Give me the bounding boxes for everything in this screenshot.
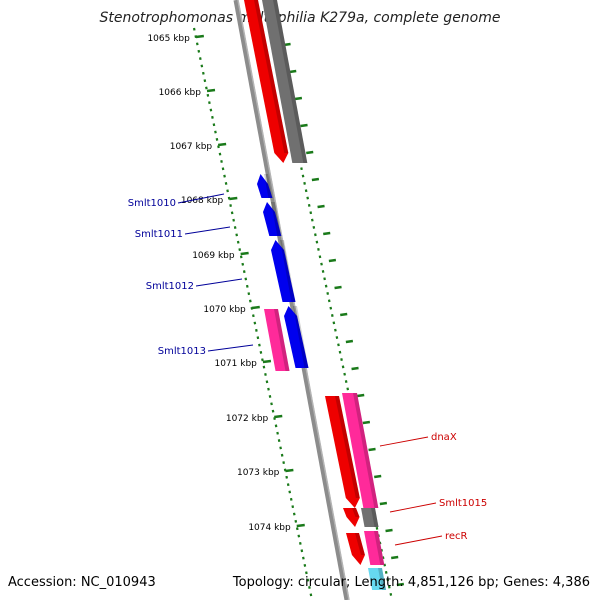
gene-pink-right[interactable] <box>342 393 379 508</box>
gene-cyan-shade <box>378 568 387 590</box>
gene-label-smlt1013[interactable]: Smlt1013 <box>158 346 206 357</box>
gene-grey-small[interactable] <box>361 508 379 527</box>
ruler-tick-major <box>296 523 305 528</box>
ruler-label-1071: 1071 kbp <box>214 359 257 369</box>
gene-red-small[interactable] <box>343 508 360 527</box>
ruler-ticks <box>195 34 405 587</box>
gene-dnax-shade <box>335 396 360 498</box>
gene-grey-top[interactable] <box>262 0 308 163</box>
gene-pink-right-shade <box>353 393 379 508</box>
ruler-tick-minor <box>334 285 342 290</box>
leader-line-left <box>207 344 254 352</box>
gene-label-smlt1011[interactable]: Smlt1011 <box>135 229 183 240</box>
ruler-tick-major <box>285 468 294 473</box>
ruler-tick-minor <box>396 582 405 587</box>
gene-label-smlt1015[interactable]: Smlt1015 <box>439 498 487 509</box>
gene-labels: Smlt1010 Smlt1011 Smlt1012 Smlt1013 dnaX… <box>128 198 488 542</box>
ruler-tick-minor <box>300 123 308 128</box>
ruler-tick-minor <box>294 96 303 101</box>
ruler-tick-minor <box>391 555 399 560</box>
gene-label-dnax[interactable]: dnaX <box>431 432 457 443</box>
ruler-tick-minor <box>289 69 297 74</box>
gene-smlt1013-shade <box>293 306 309 368</box>
gene-label-smlt1010[interactable]: Smlt1010 <box>128 198 176 209</box>
leader-line-right <box>389 502 437 513</box>
gene-smlt1010[interactable] <box>257 174 273 198</box>
ruler-label-1072: 1072 kbp <box>226 414 269 424</box>
leader-line-right <box>379 436 429 447</box>
ruler-label-1070: 1070 kbp <box>203 305 246 315</box>
ruler-tick-minor <box>379 501 388 506</box>
ruler-labels: 1065 kbp 1066 kbp 1067 kbp 1068 kbp 1069… <box>147 34 291 533</box>
ruler-tick-minor <box>311 177 320 182</box>
ruler-label-1068: 1068 kbp <box>181 196 224 206</box>
gene-pink-small[interactable] <box>364 531 385 565</box>
ruler-label-1067: 1067 kbp <box>170 142 213 152</box>
ruler-tick-major <box>251 305 260 310</box>
ruler-tick-minor <box>340 312 348 317</box>
ruler-tick-major <box>195 34 205 39</box>
ruler-label-1073: 1073 kbp <box>237 468 280 478</box>
gene-smlt1012-shade <box>280 240 296 302</box>
gene-smlt1011[interactable] <box>263 202 282 236</box>
gene-recr-shade <box>355 533 365 555</box>
map-title: Stenotrophomonas maltophilia K279a, comp… <box>99 10 501 26</box>
leader-line-left <box>184 226 231 235</box>
gene-smlt1013[interactable] <box>284 306 309 368</box>
gene-smlt1012[interactable] <box>271 240 296 302</box>
gene-label-recr[interactable]: recR <box>445 531 468 542</box>
ruler-tick-minor <box>317 204 325 209</box>
gene-dnax[interactable] <box>325 396 360 508</box>
topology-text: Topology: circular; Length: 4,851,126 bp… <box>232 575 590 590</box>
gene-grey-top-shade <box>273 0 308 163</box>
gene-cyan[interactable] <box>368 568 387 590</box>
ruler-tick-major <box>217 142 227 147</box>
ruler-tick-major <box>274 414 283 419</box>
gene-pink-left-shade <box>274 309 290 371</box>
accession-text: Accession: NC_010943 <box>8 575 156 590</box>
ruler-tick-minor <box>362 420 371 425</box>
ruler-tick-minor <box>374 474 382 479</box>
leader-line-right <box>394 535 443 546</box>
ruler-tick-major <box>206 88 216 93</box>
gene-smlt1011-shade <box>271 202 282 236</box>
ruler-tick-minor <box>351 366 359 371</box>
gene-recr[interactable] <box>346 533 365 565</box>
gene-label-leader-lines <box>177 193 443 546</box>
gene-grey-small-shade <box>371 508 379 527</box>
ruler-tick-minor <box>306 150 314 155</box>
leader-line-left <box>177 193 225 204</box>
gene-red-small-shade <box>352 508 360 517</box>
ruler-tick-major <box>262 359 272 364</box>
gene-smlt1010-shade <box>264 174 273 198</box>
gene-red-top-shade <box>254 0 289 153</box>
ruler-tick-minor <box>357 393 365 398</box>
ruler-tick-minor <box>345 339 354 344</box>
ruler-tick-minor <box>323 231 331 236</box>
ruler-label-1066: 1066 kbp <box>159 88 202 98</box>
gene-pink-small-shade <box>374 531 385 565</box>
ruler-label-1065: 1065 kbp <box>147 34 190 44</box>
gene-features[interactable] <box>244 0 387 590</box>
ruler-tick-minor <box>368 447 376 452</box>
ruler-tick-major <box>229 196 238 201</box>
ruler-label-1069: 1069 kbp <box>192 251 235 261</box>
gene-pink-left[interactable] <box>264 309 290 371</box>
ruler-tick-major <box>240 251 249 256</box>
ruler-label-1074: 1074 kbp <box>248 523 291 533</box>
leader-line-left <box>195 278 243 287</box>
ruler-tick-minor <box>385 528 393 533</box>
ruler-tick-minor <box>328 258 337 263</box>
gene-label-smlt1012[interactable]: Smlt1012 <box>146 281 194 292</box>
gene-red-top[interactable] <box>244 0 289 163</box>
